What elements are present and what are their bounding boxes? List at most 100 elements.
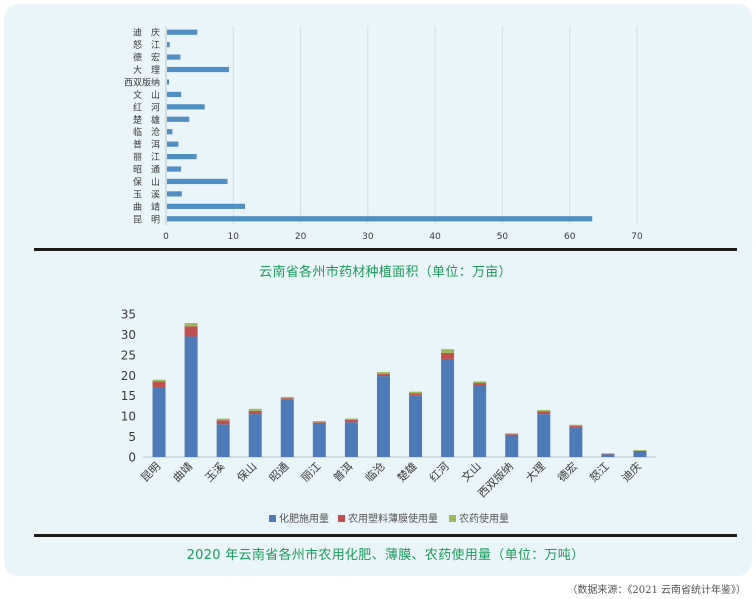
legend-label-2: 农用塑料薄膜使用量 [348,512,438,525]
y-tick-label: 0 [128,451,136,465]
legend-swatch-2 [338,515,345,522]
source-note: （数据来源：《2021 云南省统计年鉴》） [567,585,746,596]
stack-segment-2-14 [569,425,583,428]
bar-1 [167,216,593,222]
stack-segment-3-11 [473,381,487,384]
x-category-label: 大理 [522,459,547,484]
x-category-label: 曲靖 [170,460,195,485]
y-category-label: 怒 江 [133,39,160,51]
stack-segment-1-8 [376,376,390,457]
chart1-caption: 云南省各州市药材种植面积（单位：万亩） [259,265,512,280]
stack-segment-2-13 [537,411,551,415]
stack-segment-3-4 [248,408,262,411]
x-category-label: 临沧 [362,459,387,484]
y-category-label: 普 洱 [133,139,160,151]
y-category-label: 临 沧 [133,126,160,138]
stack-segment-2-8 [376,374,390,377]
stack-segment-2-7 [344,419,358,423]
stack-segment-3-10 [441,349,455,353]
stack-segment-1-7 [344,422,358,457]
y-tick-label: 30 [121,328,136,342]
x-category-label: 怒江 [587,459,612,484]
stack-segment-2-10 [441,352,455,359]
stack-segment-3-8 [376,372,390,375]
stack-segment-3-7 [344,418,358,420]
y-category-label: 文 山 [133,89,160,101]
chart-panel [4,4,752,576]
stack-segment-3-9 [409,391,423,394]
stack-segment-3-12 [505,433,519,435]
stack-segment-2-16 [633,450,647,452]
divider-top [34,248,737,251]
x-category-label: 玉溪 [203,460,228,485]
x-tick-label: 10 [228,232,240,242]
x-category-label: 文山 [458,459,483,484]
stack-segment-3-16 [633,450,647,451]
x-category-label: 保山 [234,459,259,484]
stack-segment-3-6 [312,421,326,423]
stack-segment-1-9 [409,395,423,457]
bar-8 [167,129,173,135]
stack-segment-1-1 [152,387,166,457]
stack-segment-3-1 [152,379,166,382]
chart2-caption: 2020 年云南省各州市农用化肥、薄膜、农药使用量（单位：万吨） [186,548,585,563]
y-category-label: 昭 通 [133,165,160,176]
bar-4 [167,178,228,185]
stack-segment-2-12 [505,434,519,435]
y-tick-label: 20 [121,369,136,383]
bar-16 [167,29,198,35]
bar-14 [167,54,181,60]
bar-3 [167,191,182,197]
stack-segment-1-11 [473,385,487,457]
stack-segment-2-6 [312,422,326,424]
stack-segment-3-13 [537,410,551,412]
y-category-label: 楚 雄 [133,114,160,126]
bar-2 [167,203,246,209]
x-tick-label: 20 [295,232,307,242]
y-category-label: 迪 庆 [133,27,160,39]
stack-segment-1-5 [280,399,294,457]
y-category-label: 丽 江 [133,152,160,163]
bar-9 [167,116,190,122]
stack-segment-3-2 [184,322,198,327]
y-category-label: 昆 明 [133,214,160,225]
y-tick-label: 35 [121,308,136,322]
bar-6 [167,153,197,160]
stack-segment-1-13 [537,414,551,457]
stack-segment-2-5 [280,398,294,400]
bar-11 [167,91,182,98]
x-category-label: 丽江 [299,460,324,485]
stack-segment-2-4 [248,410,262,415]
divider-bottom [34,534,737,537]
x-tick-label: 60 [564,232,576,242]
y-tick-label: 25 [121,348,136,362]
y-category-label: 红 河 [133,101,160,113]
stack-segment-3-5 [280,396,294,399]
legend-label-1: 化肥施用量 [279,512,329,525]
stack-segment-1-6 [312,423,326,457]
x-tick-label: 0 [163,232,169,242]
stack-segment-1-4 [248,414,262,457]
x-category-label: 普洱 [330,459,355,484]
legend-swatch-3 [449,515,456,522]
x-category-label: 昭通 [267,460,292,485]
x-category-label: 德宏 [555,459,580,484]
stack-segment-1-10 [441,358,455,457]
y-category-label: 玉 溪 [133,188,160,200]
x-category-label: 昆明 [138,460,163,485]
x-tick-label: 50 [497,232,509,242]
stack-segment-2-2 [184,326,198,337]
bar-10 [167,104,205,110]
x-category-label: 西双版纳 [475,459,516,500]
stack-segment-3-3 [216,418,230,421]
medicinal-area-bar-chart: 0 10 20 30 40 50 60 70 昆 明曲 靖玉 溪保 山昭 通 丽 江普 洱临 沧楚… [124,26,643,242]
y-category-label: 曲 靖 [133,201,160,213]
stack-segment-2-11 [473,383,487,386]
x-tick-label: 40 [429,232,441,242]
y-category-label: 大 理 [133,64,160,76]
x-category-label: 红河 [427,460,452,485]
bar-5 [167,166,182,172]
stack-segment-1-12 [505,434,519,457]
x-category-label: 楚雄 [394,459,419,484]
stack-segment-3-15 [601,453,615,454]
